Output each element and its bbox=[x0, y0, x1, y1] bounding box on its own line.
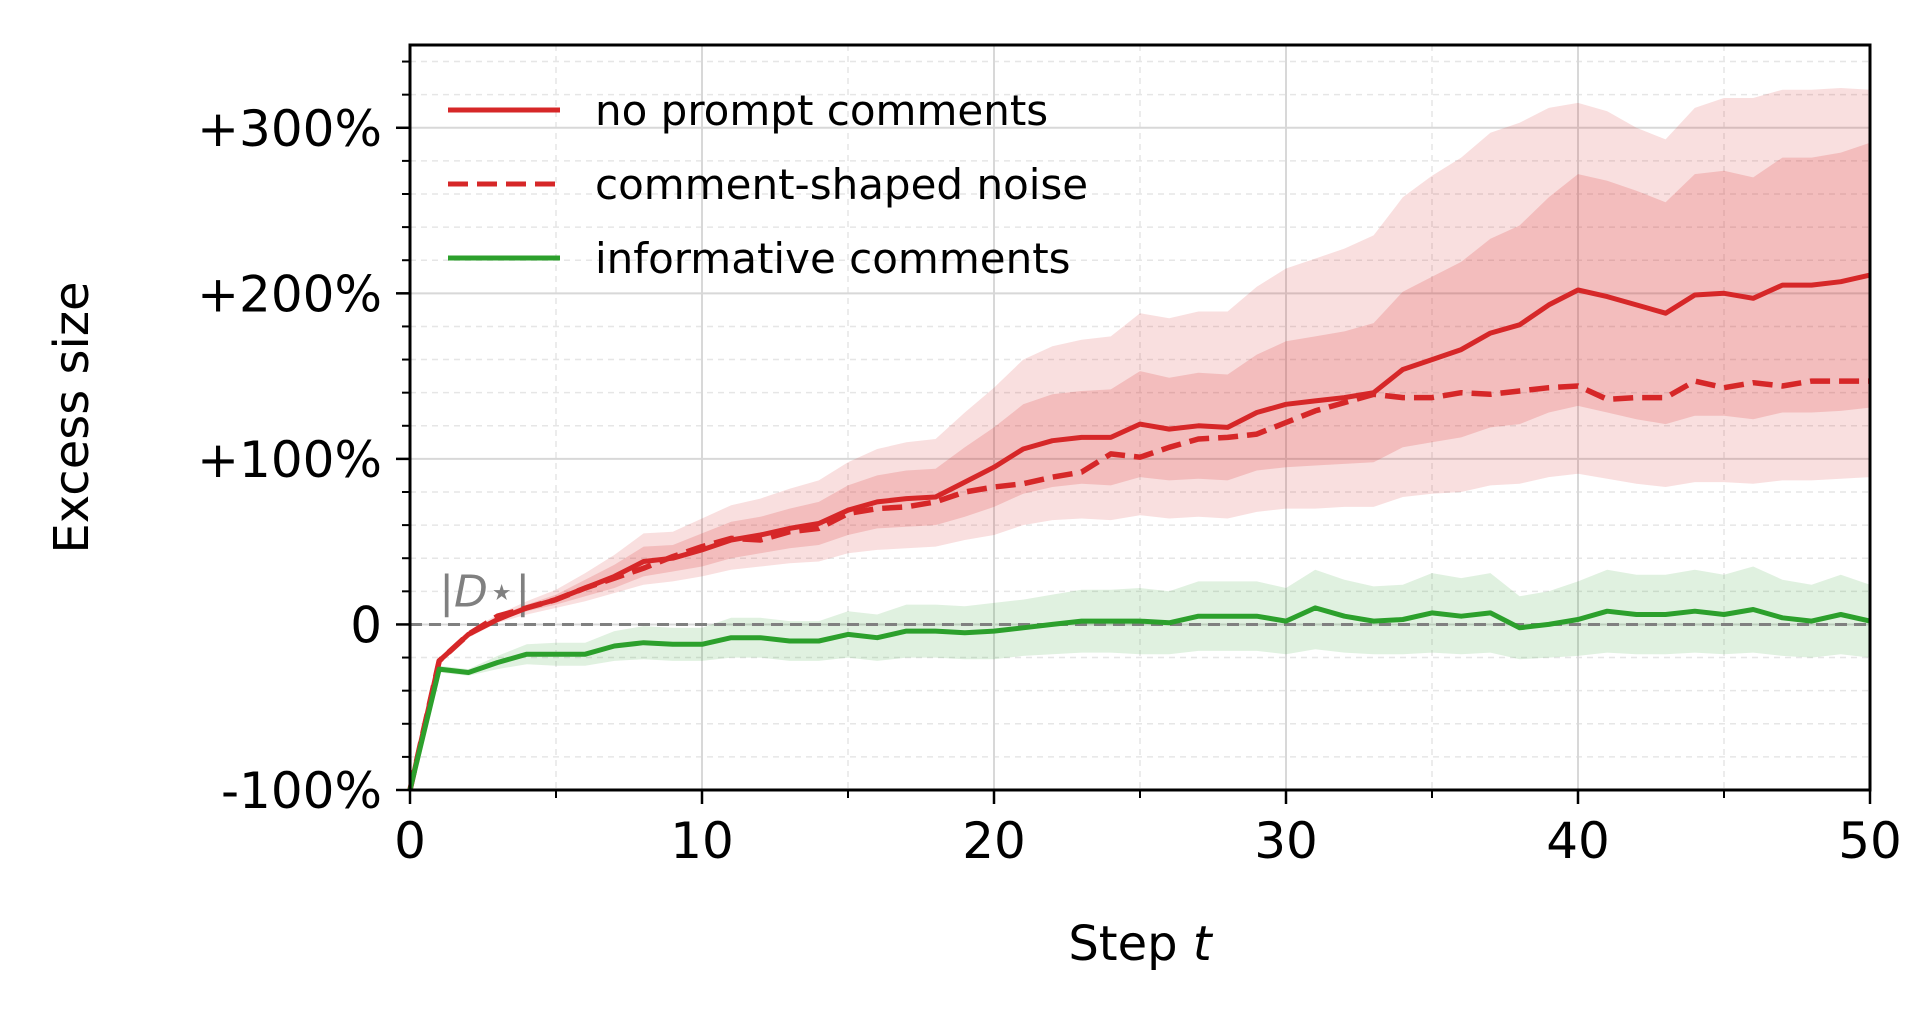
x-axis-label-variable: t bbox=[1193, 916, 1214, 972]
comment-shaped-noise-line bbox=[407, 378, 1870, 791]
y-tick-label: -100% bbox=[221, 762, 382, 820]
legend: no prompt comments comment-shaped noise in… bbox=[448, 86, 1088, 283]
legend-label: no prompt comments bbox=[595, 86, 1048, 135]
x-tick-label: 20 bbox=[962, 812, 1026, 870]
x-tick-label: 30 bbox=[1254, 812, 1318, 870]
legend-label: comment-shaped noise bbox=[595, 160, 1088, 209]
no-prompt-outer-band bbox=[410, 88, 1870, 790]
y-tick-label: +200% bbox=[197, 265, 382, 323]
reference-line-label: |D⋆| bbox=[439, 566, 530, 617]
no-prompt-comments-line bbox=[407, 272, 1871, 791]
no-prompt-inner-band bbox=[410, 142, 1870, 790]
y-tick-label: +100% bbox=[197, 431, 382, 489]
x-axis-label-text: Step bbox=[1068, 916, 1193, 972]
x-tick-label: 0 bbox=[394, 812, 426, 870]
legend-item-comment-shaped-noise: comment-shaped noise bbox=[448, 160, 1088, 209]
informative-comments-line bbox=[407, 605, 1871, 791]
legend-item-no-prompt-comments: no prompt comments bbox=[448, 86, 1048, 135]
y-tick-label: +300% bbox=[197, 100, 382, 158]
y-axis-label: Excess size bbox=[44, 281, 100, 553]
legend-label: informative comments bbox=[595, 234, 1071, 283]
x-tick-label: 40 bbox=[1546, 812, 1610, 870]
x-axis-label: Step t bbox=[1068, 916, 1214, 972]
x-tick-label: 50 bbox=[1838, 812, 1902, 870]
legend-item-informative-comments: informative comments bbox=[448, 234, 1071, 283]
y-tick-label: 0 bbox=[350, 596, 382, 654]
x-tick-label: 10 bbox=[670, 812, 734, 870]
